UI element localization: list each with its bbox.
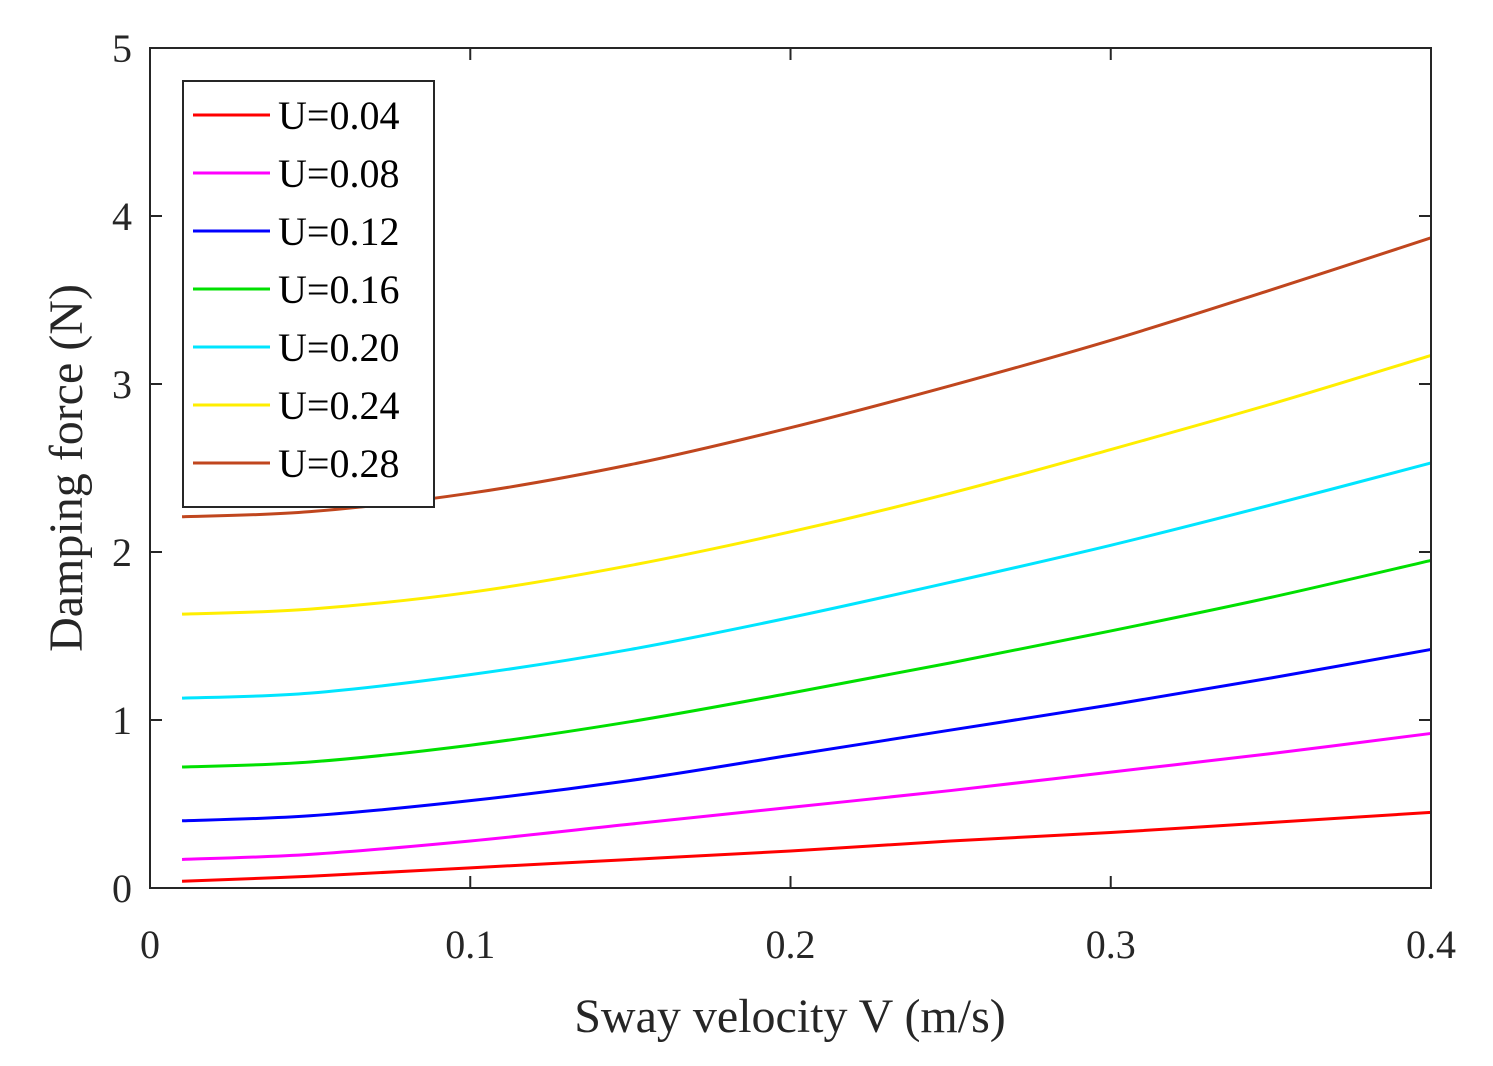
x-tick-label-2: 0.2 bbox=[766, 922, 816, 967]
legend-label-6: U=0.28 bbox=[278, 441, 399, 486]
y-axis-title: Damping force (N) bbox=[40, 284, 93, 652]
legend-label-3: U=0.16 bbox=[278, 267, 399, 312]
legend-label-0: U=0.04 bbox=[278, 93, 399, 138]
legend-label-2: U=0.12 bbox=[278, 209, 399, 254]
y-tick-label-1: 1 bbox=[112, 698, 132, 743]
y-tick-label-4: 4 bbox=[112, 194, 132, 239]
x-tick-label-4: 0.4 bbox=[1406, 922, 1456, 967]
series-line-3 bbox=[181, 558, 1432, 769]
x-tick-label-3: 0.3 bbox=[1086, 922, 1136, 967]
x-tick-label-0: 0 bbox=[140, 922, 160, 967]
legend-box bbox=[182, 80, 435, 508]
x-tick-label-1: 0.1 bbox=[445, 922, 495, 967]
series-line-4 bbox=[181, 461, 1432, 700]
legend-label-5: U=0.24 bbox=[278, 383, 399, 428]
x-axis-title: Sway velocity V (m/s) bbox=[574, 990, 1006, 1043]
legend-label-1: U=0.08 bbox=[278, 151, 399, 196]
y-tick-label-0: 0 bbox=[112, 866, 132, 911]
series-line-1 bbox=[181, 731, 1432, 861]
y-tick-label-3: 3 bbox=[112, 362, 132, 407]
series-line-5 bbox=[181, 354, 1432, 616]
tick-layer: 0 0.1 0.2 0.3 0.4 0 1 2 3 4 5 bbox=[112, 26, 1456, 967]
series-line-2 bbox=[181, 647, 1432, 823]
y-tick-label-5: 5 bbox=[112, 26, 132, 71]
series-layer bbox=[181, 236, 1432, 883]
legend-label-4: U=0.20 bbox=[278, 325, 399, 370]
legend: U=0.04 U=0.08 U=0.12 U=0.16 U=0.20 U=0.24 U=0.… bbox=[182, 80, 435, 508]
series-line-0 bbox=[181, 810, 1432, 883]
y-tick-label-2: 2 bbox=[112, 530, 132, 575]
